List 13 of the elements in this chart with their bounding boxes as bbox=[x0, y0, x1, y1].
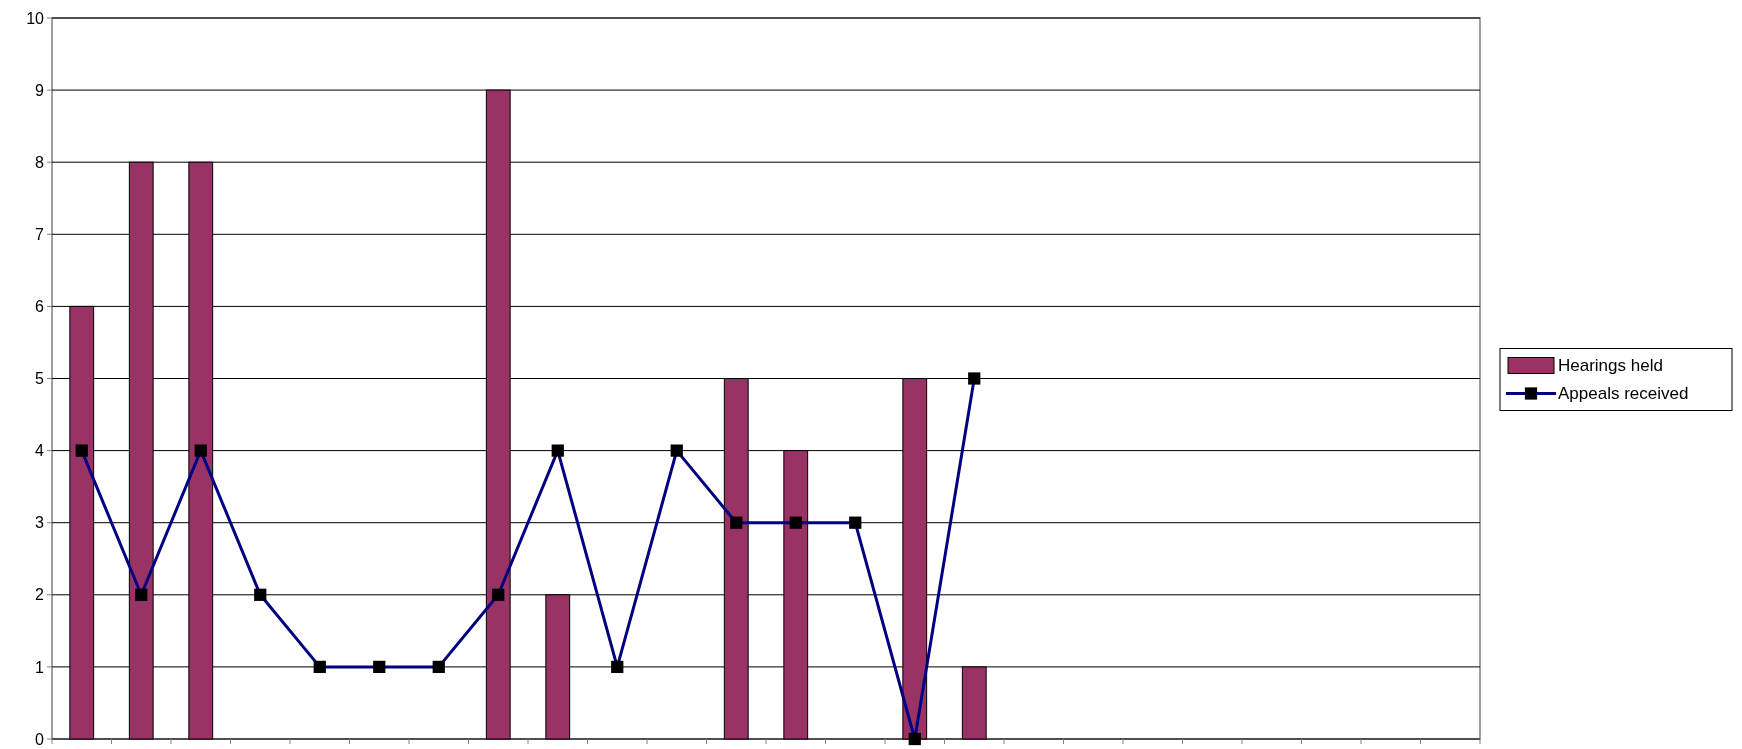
y-tick-label: 3 bbox=[35, 514, 45, 532]
legend-label: Hearings held bbox=[1558, 356, 1663, 376]
y-tick-label: 8 bbox=[35, 153, 45, 171]
y-tick-label: 4 bbox=[35, 442, 45, 460]
y-tick-label: 5 bbox=[35, 370, 45, 388]
y-tick-label: 7 bbox=[35, 225, 45, 243]
y-tick-label: 9 bbox=[35, 81, 45, 99]
y-tick-label: 2 bbox=[35, 586, 45, 604]
y-tick-label: 6 bbox=[35, 298, 45, 315]
y-tick-label: 1 bbox=[35, 658, 45, 676]
y-tick-label: 10 bbox=[26, 9, 45, 27]
y-tick-label: 0 bbox=[35, 730, 45, 748]
legend-label: Appeals received bbox=[1558, 384, 1689, 404]
